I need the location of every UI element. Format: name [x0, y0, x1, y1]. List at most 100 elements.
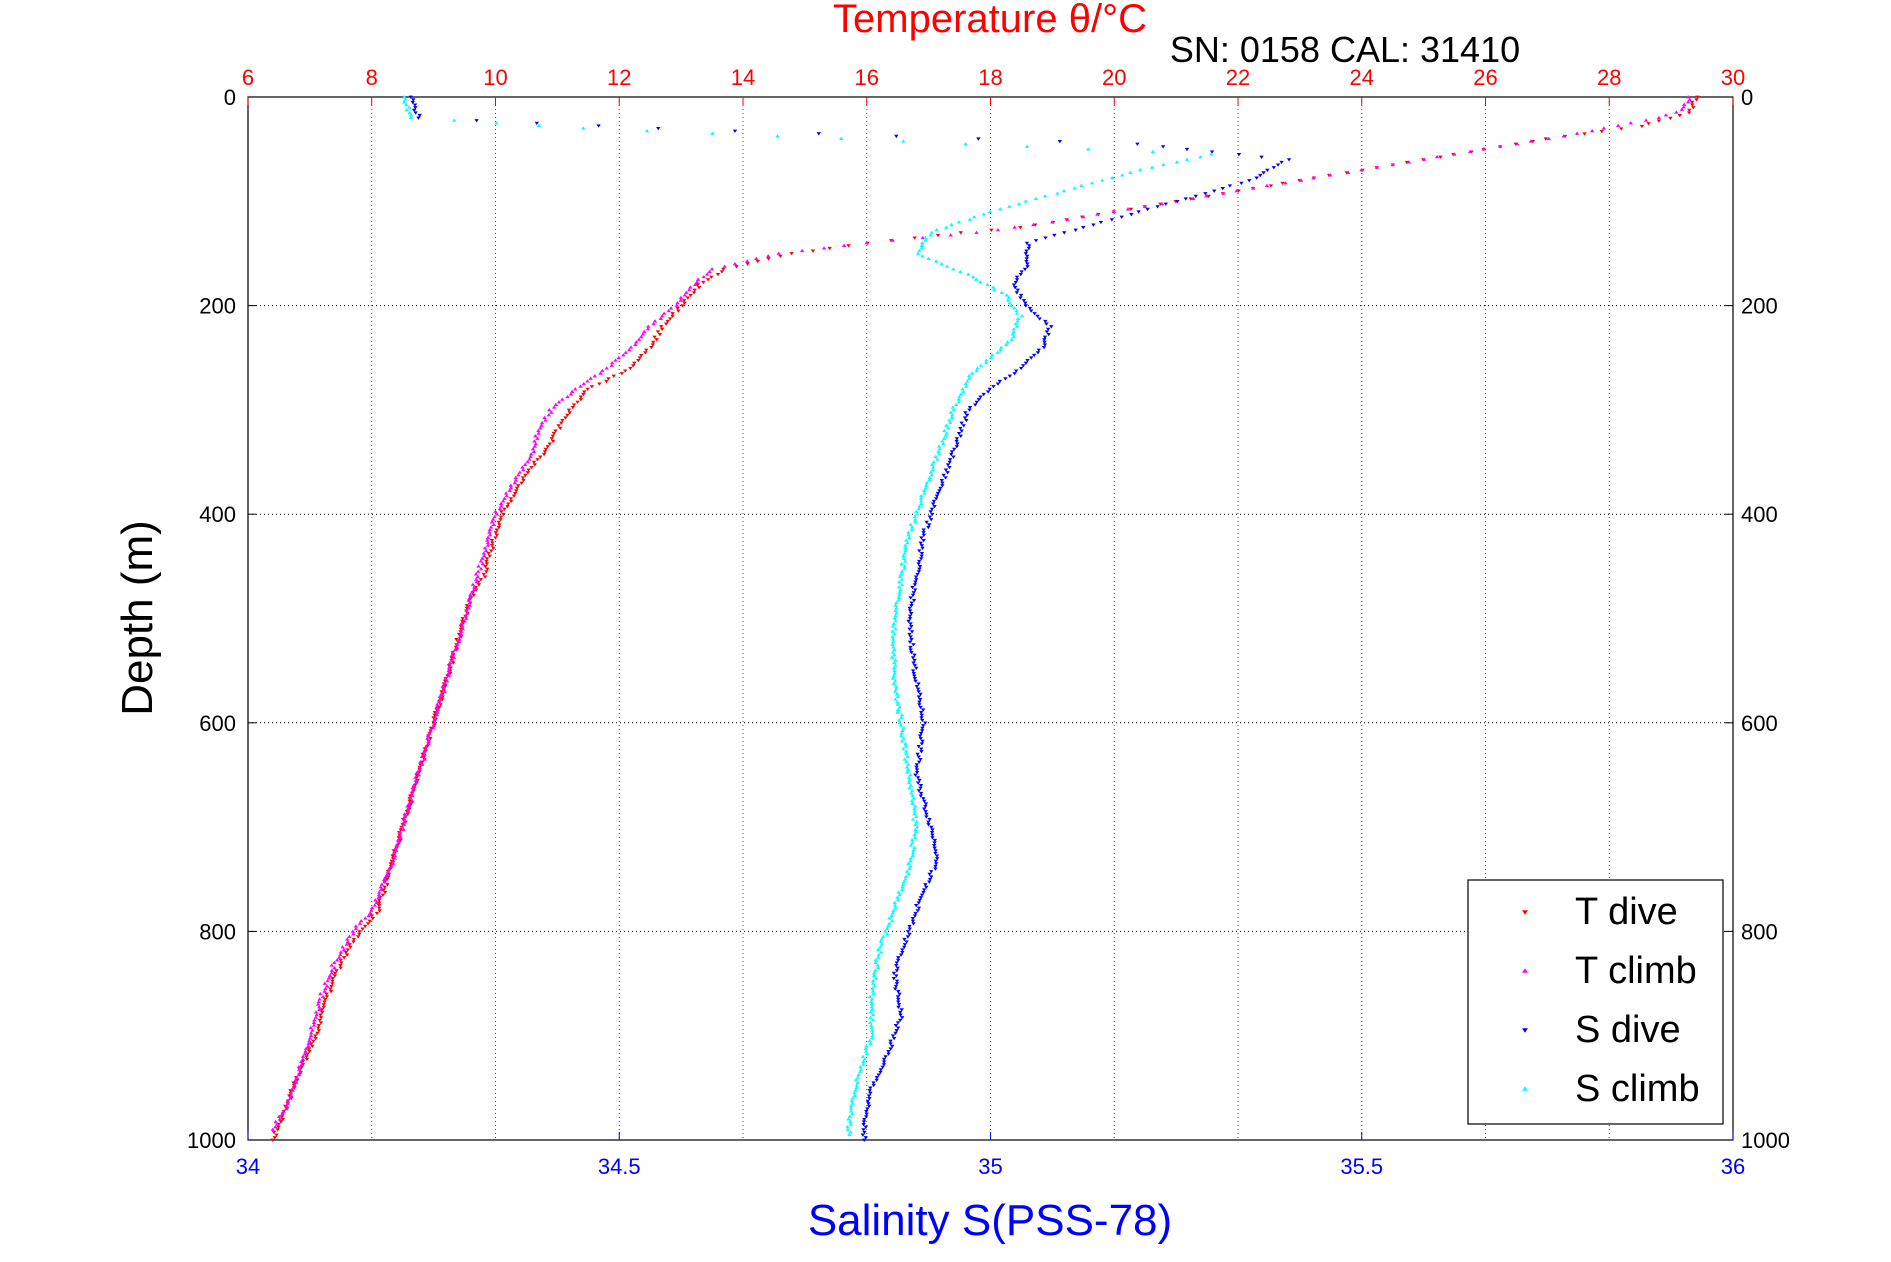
data-point — [514, 489, 519, 493]
data-point — [351, 937, 356, 942]
data-point — [966, 272, 971, 276]
data-point — [1234, 188, 1239, 193]
data-point — [397, 830, 403, 834]
data-point — [384, 877, 390, 882]
data-point — [890, 637, 896, 641]
data-point — [899, 739, 905, 743]
data-point — [1184, 147, 1190, 152]
legend-label: T dive — [1575, 891, 1678, 933]
data-point — [841, 243, 847, 247]
data-point — [940, 484, 945, 488]
data-point — [954, 439, 959, 444]
data-point — [884, 926, 890, 931]
data-point — [958, 392, 964, 396]
data-point — [896, 956, 901, 960]
data-point — [899, 561, 904, 566]
data-point — [862, 1130, 867, 1135]
data-point — [918, 705, 923, 710]
data-point — [1091, 223, 1096, 227]
data-point — [1206, 194, 1211, 199]
data-point — [927, 515, 933, 519]
data-point — [489, 549, 494, 553]
data-point — [345, 939, 351, 944]
data-point — [588, 376, 593, 380]
data-point — [926, 823, 931, 827]
data-point — [566, 408, 572, 412]
data-point — [862, 1057, 868, 1061]
data-point — [446, 666, 452, 670]
data-point — [508, 499, 514, 504]
data-point — [924, 483, 929, 487]
data-point — [918, 557, 924, 561]
data-point — [560, 419, 565, 423]
data-point — [912, 658, 917, 663]
data-point — [1175, 199, 1180, 204]
data-point — [929, 230, 934, 234]
data-point — [923, 804, 928, 809]
data-point — [899, 715, 904, 719]
data-point — [623, 350, 629, 354]
data-point — [287, 1094, 292, 1098]
data-point — [861, 1128, 866, 1132]
data-point — [919, 554, 924, 558]
data-point — [909, 527, 915, 532]
legend-box — [1467, 879, 1724, 1125]
data-point — [324, 995, 330, 999]
data-point — [879, 937, 885, 941]
data-point — [1014, 275, 1020, 279]
data-point — [932, 846, 937, 850]
data-point — [644, 348, 649, 352]
data-point — [382, 890, 388, 895]
data-point — [636, 337, 642, 341]
data-point — [896, 990, 901, 994]
data-point — [494, 512, 500, 516]
data-point — [1007, 374, 1013, 378]
data-point — [446, 673, 452, 678]
data-point — [413, 775, 418, 779]
data-point — [908, 772, 913, 777]
data-point — [917, 898, 922, 903]
data-point — [869, 1025, 874, 1030]
data-point — [313, 1036, 318, 1041]
data-point — [319, 1008, 325, 1012]
data-point — [895, 898, 901, 902]
data-point — [503, 491, 509, 495]
data-point — [903, 744, 909, 748]
data-point — [484, 559, 489, 564]
data-point — [875, 963, 880, 967]
data-point — [895, 1021, 901, 1025]
data-point — [376, 892, 382, 897]
data-point — [974, 368, 979, 373]
data-point — [276, 1114, 282, 1118]
data-point — [919, 501, 924, 506]
data-point — [1035, 351, 1041, 355]
data-point — [899, 577, 905, 581]
data-point — [646, 324, 651, 328]
data-point — [1264, 183, 1270, 187]
data-point — [1052, 233, 1057, 238]
data-point — [881, 1063, 887, 1067]
data-point — [850, 1096, 855, 1100]
data-point — [1258, 173, 1263, 178]
data-point — [701, 274, 706, 279]
data-point — [332, 971, 338, 976]
data-point — [531, 460, 537, 465]
data-point — [370, 917, 375, 921]
data-point — [845, 1124, 850, 1129]
data-point — [351, 932, 356, 936]
data-point — [901, 139, 906, 143]
data-point — [1049, 325, 1054, 329]
data-point — [906, 533, 911, 537]
depth-tick-label-right: 0 — [1741, 85, 1753, 110]
data-point — [670, 312, 675, 316]
data-point — [919, 536, 924, 540]
data-point — [667, 317, 673, 321]
data-point — [1062, 231, 1067, 235]
data-point — [1023, 304, 1029, 308]
data-point — [639, 334, 644, 339]
data-point — [912, 674, 917, 678]
data-point — [891, 971, 897, 976]
data-point — [846, 1117, 851, 1121]
data-point — [865, 1099, 871, 1103]
data-point — [284, 1104, 289, 1108]
